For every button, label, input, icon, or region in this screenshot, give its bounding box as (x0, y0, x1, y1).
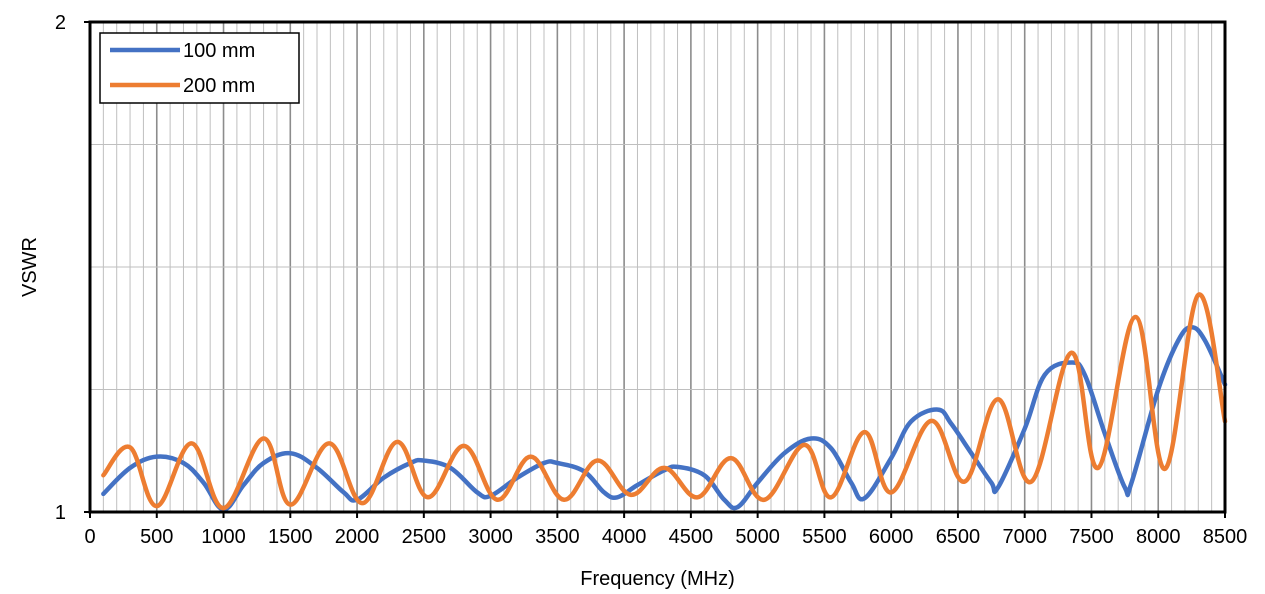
x-tick-label: 7500 (1069, 526, 1114, 548)
x-tick-label: 0 (84, 526, 95, 548)
x-tick-label: 500 (140, 526, 173, 548)
series-lines (101, 292, 1228, 512)
x-tick-label: 2500 (402, 526, 447, 548)
x-axis-label: Frequency (MHz) (580, 568, 734, 590)
y-tick-label: 1 (55, 502, 66, 524)
x-tick-label: 5000 (735, 526, 780, 548)
legend-box (99, 32, 300, 104)
x-tick-label: 6000 (869, 526, 914, 548)
legend-label: 200 mm (183, 75, 255, 97)
x-tick-label: 5500 (802, 526, 847, 548)
series-line-0 (101, 325, 1228, 512)
x-tick-label: 4500 (669, 526, 714, 548)
x-tick-label: 4000 (602, 526, 647, 548)
series-line-1 (101, 292, 1228, 511)
y-tick-label: 2 (55, 12, 66, 34)
x-tick-label: 3000 (468, 526, 513, 548)
plot-area-border (88, 20, 1227, 514)
x-tick-label: 2000 (335, 526, 380, 548)
x-tick-label: 3500 (535, 526, 580, 548)
y-axis-label: VSWR (19, 237, 41, 297)
x-tick-label: 7000 (1002, 526, 1047, 548)
legend: 100 mm 200 mm (99, 32, 300, 104)
x-tick-label: 8000 (1136, 526, 1181, 548)
legend-label: 100 mm (183, 40, 255, 62)
x-tick-label: 8500 (1203, 526, 1248, 548)
x-tick-label: 6500 (936, 526, 981, 548)
x-tick-label: 1500 (268, 526, 313, 548)
axis-ticks: 0 500 1000 1500 2000 2500 3000 3500 4000 4500 5000… (55, 12, 1247, 548)
x-tick-label: 1000 (201, 526, 246, 548)
